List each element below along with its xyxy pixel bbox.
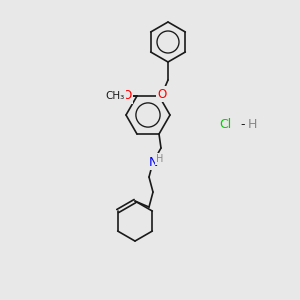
Text: N: N — [148, 156, 158, 169]
Text: CH₃: CH₃ — [105, 91, 124, 101]
Text: O: O — [158, 88, 166, 100]
Text: Cl: Cl — [219, 118, 231, 131]
Text: O: O — [122, 89, 132, 102]
Text: H: H — [156, 154, 164, 164]
Text: -: - — [241, 118, 245, 131]
Text: H: H — [247, 118, 257, 131]
